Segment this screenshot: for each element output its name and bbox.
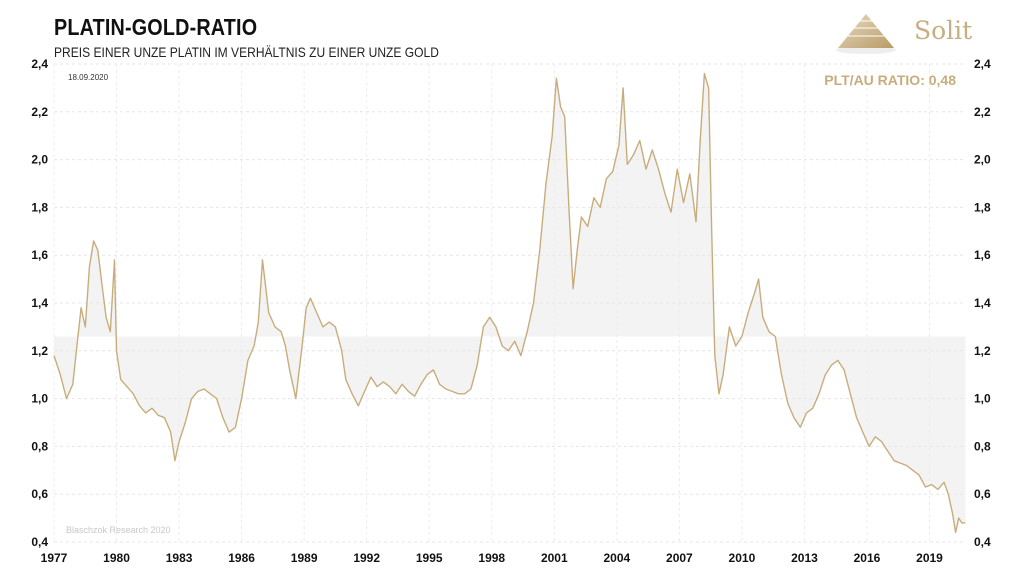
x-tick-label: 1995 — [416, 551, 443, 565]
y-tick-label-right: 2,0 — [974, 153, 991, 167]
pyramid-logo-icon — [836, 14, 896, 54]
x-tick-label: 2010 — [729, 551, 756, 565]
y-tick-label-right: 1,6 — [974, 248, 991, 262]
x-tick-label: 1998 — [478, 551, 505, 565]
x-tick-label: 2001 — [541, 551, 568, 565]
page-subtitle: PREIS EINER UNZE PLATIN IM VERHÄLTNIS ZU… — [54, 44, 439, 60]
y-tick-label-right: 1,4 — [974, 296, 991, 310]
y-tick-label-left: 1,4 — [31, 296, 48, 310]
y-tick-label-right: 1,8 — [974, 200, 991, 214]
y-tick-label-right: 2,4 — [974, 57, 991, 71]
page-title: PLATIN-GOLD-RATIO — [54, 14, 258, 40]
platinum-gold-ratio-line — [53, 72, 966, 534]
x-tick-label: 1992 — [353, 551, 380, 565]
y-tick-label-left: 2,2 — [31, 105, 48, 119]
y-tick-label-left: 1,2 — [31, 344, 48, 358]
y-tick-label-right: 0,6 — [974, 487, 991, 501]
y-tick-label-left: 0,6 — [31, 487, 48, 501]
watermark: Blaschzok Research 2020 — [66, 525, 171, 535]
y-tick-label-right: 2,2 — [974, 105, 991, 119]
grid-layer — [53, 63, 966, 543]
x-tick-label: 1989 — [291, 551, 318, 565]
y-tick-label-right: 0,8 — [974, 439, 991, 453]
y-tick-label-left: 1,6 — [31, 248, 48, 262]
y-tick-label-left: 2,0 — [31, 153, 48, 167]
series-layer — [53, 72, 966, 534]
y-tick-label-right: 1,0 — [974, 392, 991, 406]
logo-text: Solit — [914, 16, 973, 45]
y-tick-label-left: 0,4 — [31, 535, 48, 549]
x-tick-label: 1986 — [228, 551, 255, 565]
y-tick-label-left: 2,4 — [31, 57, 48, 71]
current-ratio-label: PLT/AU RATIO: 0,48 — [824, 72, 956, 88]
x-tick-label: 1980 — [103, 551, 130, 565]
x-tick-label: 1983 — [166, 551, 193, 565]
y-tick-label-right: 1,2 — [974, 344, 991, 358]
x-tick-label: 1977 — [41, 551, 68, 565]
x-tick-label: 2013 — [791, 551, 818, 565]
x-tick-label: 2007 — [666, 551, 693, 565]
axis-layer: 2,4 2,4 2,2 2,2 2,0 2,0 1,8 1,8 1,6 1,6 1,4 1,4 1,2 1… — [31, 57, 991, 565]
y-tick-label-right: 0,4 — [974, 535, 991, 549]
y-tick-label-left: 0,8 — [31, 439, 48, 453]
x-tick-label: 2004 — [603, 551, 630, 565]
y-tick-label-left: 1,0 — [31, 392, 48, 406]
x-tick-label: 2016 — [854, 551, 881, 565]
x-tick-label: 2019 — [916, 551, 943, 565]
date-label: 18.09.2020 — [68, 73, 109, 82]
y-tick-label-left: 1,8 — [31, 200, 48, 214]
